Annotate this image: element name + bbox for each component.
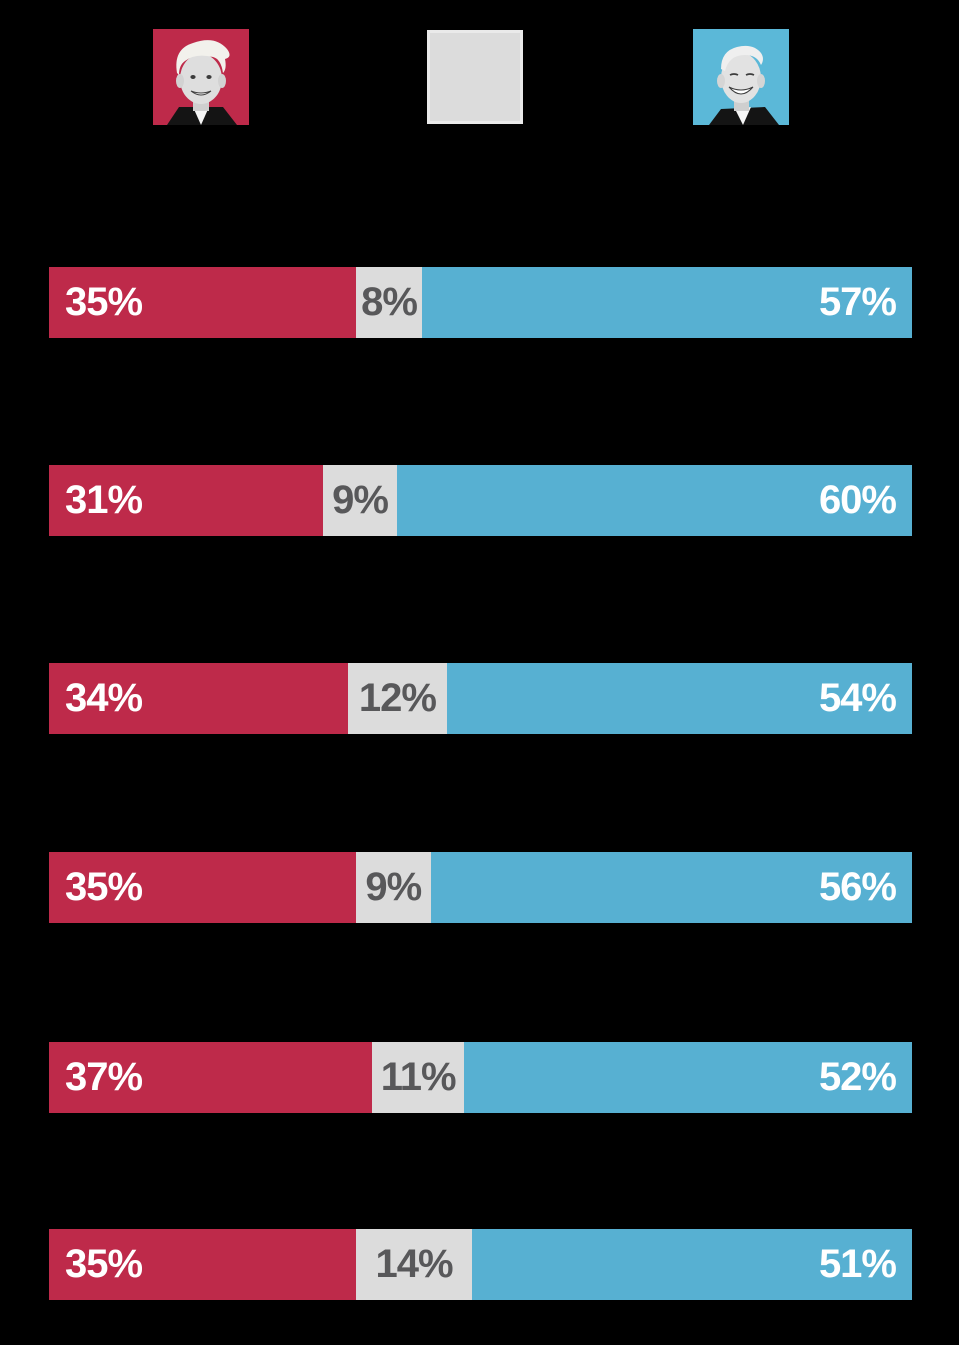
unsure-segment: 9% <box>322 465 398 536</box>
trump-segment: 35% <box>49 852 356 923</box>
biden-segment: 51% <box>472 1229 912 1300</box>
unsure-percent-label: 8% <box>361 280 418 324</box>
biden-segment: 56% <box>430 852 912 923</box>
trump-percent-label: 31% <box>65 478 143 522</box>
unsure-percent-label: 14% <box>375 1242 453 1286</box>
trump-percent-label: 35% <box>65 280 143 324</box>
biden-percent-label: 60% <box>818 478 897 522</box>
stacked-bar-row-6: 35% 14% 51% <box>49 1229 912 1300</box>
trump-percent-label: 37% <box>65 1055 143 1099</box>
biden-percent-label: 57% <box>818 280 897 324</box>
trump-segment: 34% <box>49 663 348 734</box>
trump-segment: 37% <box>49 1042 373 1113</box>
unsure-segment: 8% <box>355 267 423 338</box>
biden-percent-label: 54% <box>818 676 897 720</box>
unsure-percent-label: 12% <box>358 676 437 720</box>
unsure-percent-label: 9% <box>365 865 422 909</box>
trump-portrait-icon <box>153 29 249 125</box>
stacked-bar-row-5: 37% 11% 52% <box>49 1042 912 1113</box>
stacked-bar-row-2: 31% 9% 60% <box>49 465 912 536</box>
biden-segment: 60% <box>397 465 912 536</box>
trump-segment: 31% <box>49 465 323 536</box>
trump-photo <box>153 29 249 125</box>
trump-percent-label: 35% <box>65 1242 143 1286</box>
biden-segment: 52% <box>463 1042 912 1113</box>
biden-percent-label: 52% <box>818 1055 897 1099</box>
unsure-percent-label: 9% <box>332 478 389 522</box>
biden-portrait-icon <box>693 29 789 125</box>
unsure-segment: 9% <box>355 852 431 923</box>
biden-photo <box>693 29 789 125</box>
biden-segment: 54% <box>447 663 912 734</box>
biden-percent-label: 51% <box>818 1242 897 1286</box>
trump-segment: 35% <box>49 267 356 338</box>
trump-percent-label: 34% <box>65 676 143 720</box>
unsure-segment: 12% <box>347 663 448 734</box>
unsure-segment: 11% <box>372 1042 464 1113</box>
neutral-gray-box <box>427 30 523 124</box>
unsure-percent-label: 11% <box>380 1055 457 1099</box>
stacked-bar-row-4: 35% 9% 56% <box>49 852 912 923</box>
biden-percent-label: 56% <box>818 865 897 909</box>
trump-percent-label: 35% <box>65 865 143 909</box>
stacked-bar-row-3: 34% 12% 54% <box>49 663 912 734</box>
biden-segment: 57% <box>422 267 912 338</box>
unsure-segment: 14% <box>355 1229 473 1300</box>
trump-segment: 35% <box>49 1229 356 1300</box>
stacked-bar-row-1: 35% 8% 57% <box>49 267 912 338</box>
